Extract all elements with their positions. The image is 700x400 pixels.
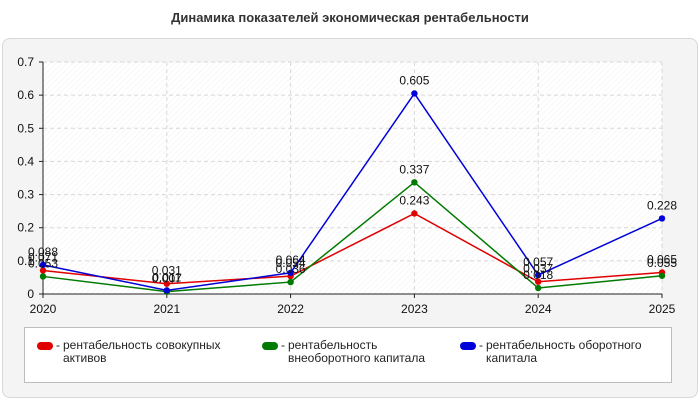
data-label-series-2: 0.007 <box>152 272 182 286</box>
chart-title: Динамика показателей экономическая рента… <box>171 10 529 25</box>
series-line-2[interactable] <box>42 181 663 293</box>
legend-label-series-3: рентабельность оборотного капитала <box>486 338 642 365</box>
data-label-series-3: 0.057 <box>523 255 553 269</box>
data-label-series-1: 0.037 <box>523 262 553 276</box>
legend-dash: - <box>281 338 285 352</box>
legend-swatch-series-3 <box>460 342 476 350</box>
data-point-series-3[interactable] <box>535 271 542 279</box>
x-axis-tick-label: 2020 <box>30 302 57 316</box>
data-label-series-2: 0.018 <box>523 268 553 282</box>
data-label-series-1: 0.031 <box>152 264 182 278</box>
data-point-series-2[interactable] <box>287 278 294 286</box>
y-axis-tick-label: 0 <box>27 287 34 301</box>
data-point-series-2[interactable] <box>411 179 418 186</box>
series-layer <box>39 90 666 295</box>
x-axis-tick-label: 2025 <box>649 302 676 316</box>
data-labels: 0.071 0.031 0.054 0.243 0.037 0.065 0.053 0.007… <box>28 73 677 285</box>
plot-area <box>43 62 662 294</box>
legend-swatch-series-1 <box>37 342 53 350</box>
data-label-series-2: 0.053 <box>28 256 58 270</box>
series-line-3[interactable] <box>42 92 663 292</box>
y-axis-tick-label: 0.2 <box>17 221 34 235</box>
x-axis-tick-label: 2023 <box>401 302 428 316</box>
data-label-series-2: 0.337 <box>399 162 429 176</box>
data-point-series-1[interactable] <box>535 278 542 285</box>
data-point-series-1[interactable] <box>39 267 47 274</box>
data-label-series-3: 0.228 <box>647 198 677 212</box>
y-axis-tick-label: 0.5 <box>17 121 34 135</box>
data-point-series-3[interactable] <box>39 261 47 269</box>
data-label-series-1: 0.243 <box>399 193 429 207</box>
legend: - рентабельность совокупных активов - ре… <box>24 327 672 383</box>
data-label-series-1: 0.054 <box>276 256 306 270</box>
legend-item-series-2[interactable]: - рентабельность внеоборотного капитала <box>262 339 442 365</box>
data-label-series-2: 0.036 <box>276 262 306 276</box>
legend-item-series-3[interactable]: - рентабельность оборотного капитала <box>460 339 665 365</box>
legend-swatch-series-2 <box>262 342 278 350</box>
data-point-series-1[interactable] <box>163 280 170 287</box>
legend-item-series-1[interactable]: - рентабельность совокупных активов <box>37 339 247 365</box>
data-point-series-3[interactable] <box>163 287 170 294</box>
legend-dash: - <box>56 338 60 352</box>
data-label-series-1: 0.071 <box>28 250 58 264</box>
data-label-series-3: 0.605 <box>399 73 429 87</box>
data-label-series-3: 0.064 <box>276 253 306 267</box>
data-point-series-2[interactable] <box>39 273 47 280</box>
series-line-1[interactable] <box>42 212 663 285</box>
x-axis-tick-label: 2021 <box>153 302 180 316</box>
y-axis-tick-label: 0.3 <box>17 188 34 202</box>
legend-dash: - <box>479 338 483 352</box>
x-axis-tick-label: 2024 <box>525 302 552 316</box>
legend-label-series-1: рентабельность совокупных активов <box>63 338 221 365</box>
y-axis-tick-label: 0.7 <box>17 55 34 69</box>
data-label-series-1: 0.065 <box>647 252 677 266</box>
data-point-series-1[interactable] <box>411 210 418 217</box>
data-point-series-3[interactable] <box>411 90 418 97</box>
data-label-series-3: 0.011 <box>152 270 181 284</box>
data-point-series-3[interactable] <box>287 269 294 276</box>
y-axis-tick-label: 0.4 <box>17 154 34 168</box>
data-label-series-3: 0.088 <box>28 245 58 259</box>
x-axis-tick-label: 2022 <box>277 302 304 316</box>
data-label-series-2: 0.055 <box>647 256 677 270</box>
y-axis-tick-label: 0.6 <box>17 88 34 102</box>
legend-label-series-2: рентабельность внеоборотного капитала <box>288 338 425 365</box>
data-point-series-3[interactable] <box>658 215 666 222</box>
axes: 0 0.1 0.2 0.3 0.4 0.5 0.6 0.7 2020 2021 2022 2023 20… <box>17 55 675 316</box>
data-point-series-2[interactable] <box>658 272 666 279</box>
y-axis-tick-label: 0.1 <box>17 254 34 268</box>
grid-lines <box>43 61 663 294</box>
data-point-series-2[interactable] <box>535 284 542 292</box>
